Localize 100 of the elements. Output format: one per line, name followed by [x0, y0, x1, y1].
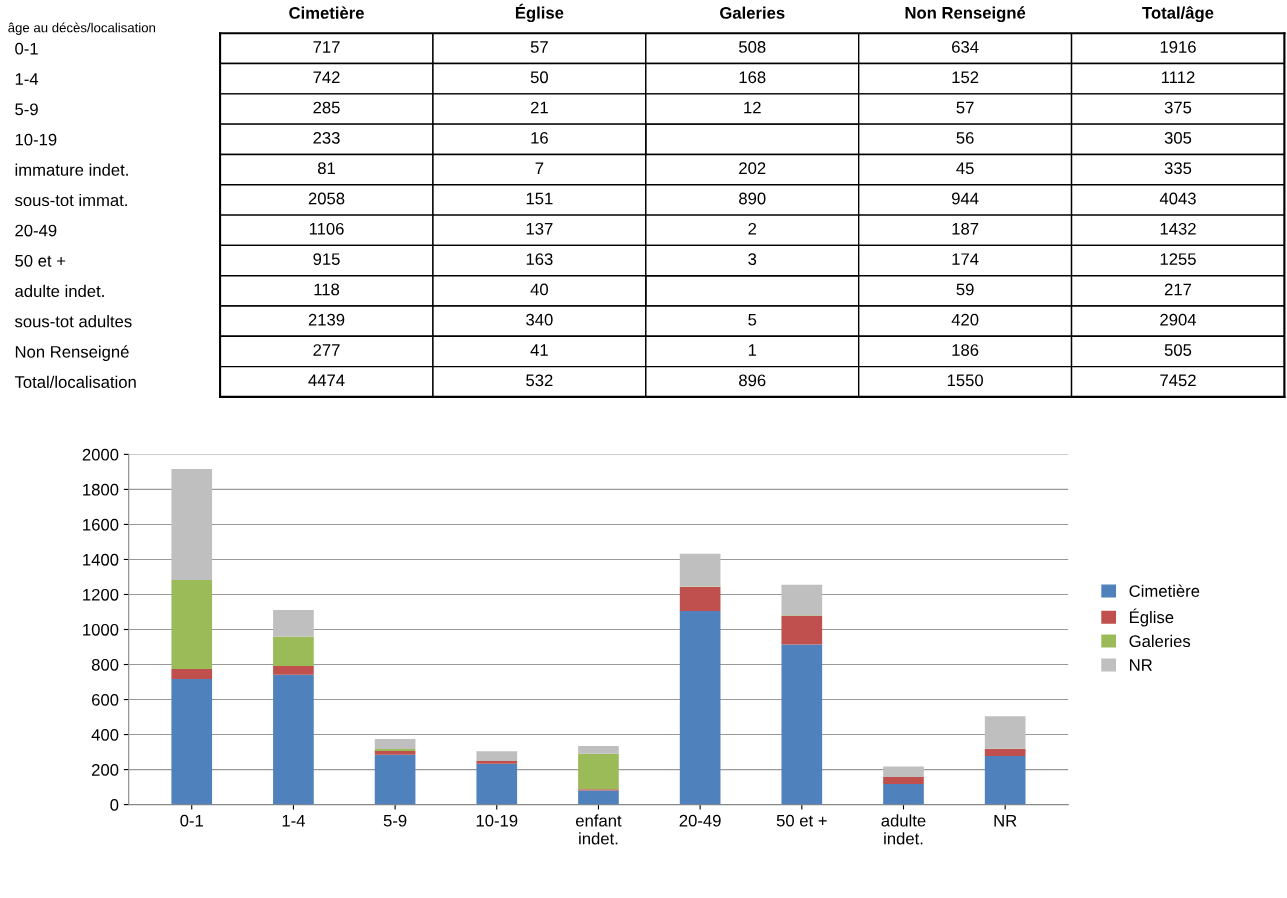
- x-tick-label: 0-1: [180, 814, 203, 827]
- x-tick-label: 10-19: [476, 814, 518, 827]
- data-label: 81: [317, 162, 335, 175]
- data-label: 59: [956, 283, 974, 296]
- y-tick-label: 800: [91, 658, 119, 671]
- data-label: 717: [313, 41, 340, 53]
- data-label: 2139: [308, 313, 345, 326]
- data-label: 340: [526, 313, 553, 326]
- x-tick-label: 50 et +: [776, 814, 827, 827]
- y-tick-label: 1000: [83, 623, 119, 636]
- data-label: 174: [952, 253, 979, 265]
- data-label: 151: [526, 192, 553, 205]
- y-tick-label: 1-4: [15, 73, 39, 85]
- data-label: 890: [739, 192, 766, 205]
- data-label: 742: [313, 71, 340, 83]
- data-label: 202: [739, 162, 766, 175]
- y-tick-label: 1200: [83, 588, 119, 601]
- y-tick-label: 200: [92, 763, 119, 776]
- y-tick-label: 50 et +: [15, 254, 66, 267]
- data-label: 3: [748, 253, 757, 266]
- data-label: 285: [313, 101, 340, 114]
- data-label: 634: [952, 41, 979, 53]
- x-tick-label: Église: [515, 3, 564, 23]
- y-tick-label: 1600: [83, 518, 119, 531]
- y-tick-label: 2000: [82, 448, 119, 461]
- data-label: 21: [530, 101, 548, 114]
- data-label: 1: [748, 344, 757, 356]
- data-label: 12: [744, 101, 761, 114]
- legend-label: Galeries: [1129, 634, 1191, 648]
- data-label: 217: [1164, 283, 1192, 296]
- data-label: 1432: [1160, 222, 1196, 235]
- data-label: 420: [951, 313, 979, 326]
- y-tick-label: 0: [110, 799, 119, 811]
- data-label: 5: [748, 313, 757, 326]
- data-label: 1106: [309, 222, 344, 235]
- data-label: 233: [313, 131, 340, 144]
- data-label: 168: [739, 71, 766, 84]
- data-label: 16: [531, 131, 548, 144]
- x-tick-label: 1-4: [282, 814, 305, 827]
- y-tick-label: sous-tot immat.: [14, 193, 127, 207]
- data-label: 2: [748, 222, 757, 235]
- y-tick-label: 600: [92, 693, 119, 706]
- data-label: 1550: [947, 374, 984, 387]
- data-label: 1112: [1161, 71, 1195, 83]
- y-axis-title: âge au décès/localisation: [8, 22, 156, 35]
- y-tick-label: 400: [91, 728, 119, 741]
- data-label: 56: [956, 131, 974, 144]
- data-label: 187: [952, 222, 979, 235]
- data-label: 186: [952, 344, 979, 356]
- data-label: 508: [739, 41, 766, 53]
- data-label: 305: [1164, 131, 1192, 144]
- data-label: 152: [952, 71, 979, 84]
- x-tick-label: 5-9: [383, 814, 407, 827]
- x-tick-label: enfant indet.: [576, 814, 622, 845]
- x-tick-label: Non Renseigné: [905, 6, 1026, 23]
- legend-label: Cimetière: [1129, 584, 1200, 597]
- data-label: 41: [530, 344, 548, 356]
- data-label: 57: [956, 101, 974, 114]
- data-label: 505: [1164, 344, 1192, 356]
- data-label: 163: [526, 253, 553, 266]
- x-tick-label: NR: [994, 814, 1017, 827]
- y-tick-label: Total/localisation: [14, 375, 136, 388]
- data-label: 7: [535, 162, 544, 174]
- data-label: 4043: [1159, 192, 1196, 205]
- data-label: 50: [530, 71, 548, 84]
- data-label: 915: [313, 253, 340, 266]
- data-label: 7452: [1160, 374, 1196, 387]
- data-label: 2058: [308, 192, 345, 205]
- y-tick-label: 20-49: [15, 224, 57, 237]
- data-label: 4474: [308, 374, 345, 387]
- y-tick-label: 1400: [83, 553, 119, 566]
- data-label: 2904: [1160, 313, 1197, 326]
- data-label: 40: [530, 283, 548, 296]
- data-label: 118: [314, 283, 340, 296]
- y-tick-label: Non Renseigné: [15, 345, 129, 362]
- data-label: 137: [526, 222, 553, 235]
- data-label: 375: [1164, 101, 1192, 114]
- y-tick-label: adulte indet.: [15, 284, 104, 298]
- data-label: 1916: [1160, 41, 1196, 53]
- data-label: 944: [952, 192, 979, 205]
- legend-label: Église: [1130, 608, 1174, 627]
- x-tick-label: adulte indet.: [881, 814, 926, 845]
- y-tick-label: 1800: [83, 483, 119, 496]
- data-label: 277: [313, 344, 340, 356]
- x-tick-label: 20-49: [679, 814, 721, 827]
- data-label: 45: [956, 162, 974, 175]
- x-tick-label: Galeries: [720, 6, 785, 19]
- y-tick-label: 0-1: [15, 42, 38, 55]
- y-tick-label: sous-tot adultes: [14, 315, 132, 328]
- x-tick-label: Total/âge: [1142, 6, 1214, 23]
- data-label: 896: [739, 374, 766, 387]
- data-label: 532: [526, 374, 553, 387]
- x-tick-label: Cimetière: [289, 6, 364, 19]
- y-tick-label: immature indet.: [15, 163, 128, 176]
- data-label: 1255: [1160, 253, 1196, 266]
- data-label: 335: [1164, 162, 1192, 175]
- legend-label: NR: [1130, 659, 1152, 671]
- y-tick-label: 5-9: [15, 103, 38, 116]
- y-tick-label: 10-19: [15, 133, 57, 146]
- data-label: 57: [530, 41, 548, 53]
